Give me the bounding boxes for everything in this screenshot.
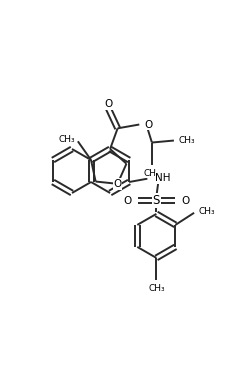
Text: O: O	[124, 196, 132, 206]
Text: S: S	[153, 194, 160, 207]
Text: O: O	[104, 99, 112, 109]
Text: O: O	[144, 120, 153, 129]
Text: CH₃: CH₃	[179, 136, 195, 145]
Text: CH₃: CH₃	[58, 135, 75, 144]
Text: O: O	[181, 196, 189, 206]
Text: CH₃: CH₃	[144, 169, 160, 178]
Text: CH₃: CH₃	[198, 207, 215, 216]
Text: O: O	[113, 179, 122, 189]
Text: CH₃: CH₃	[148, 284, 165, 293]
Text: NH: NH	[155, 173, 171, 183]
